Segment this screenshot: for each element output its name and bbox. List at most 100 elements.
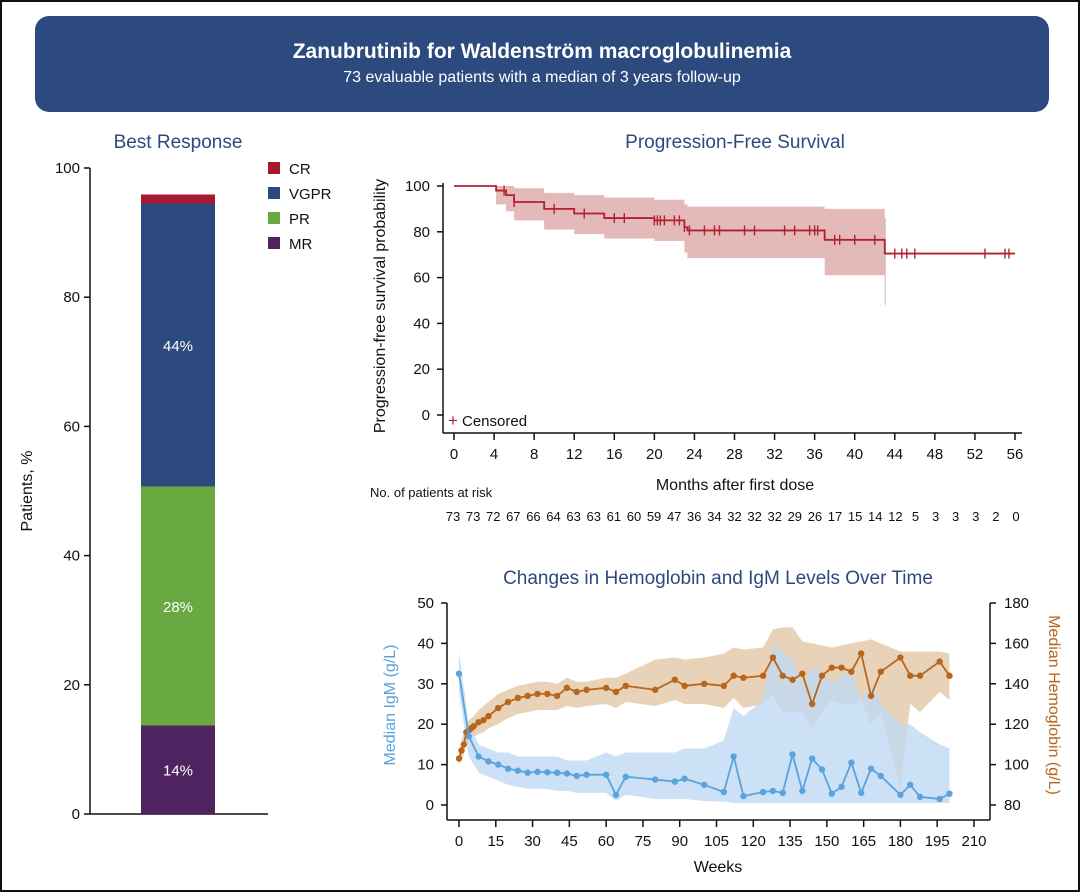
igm-point: [936, 795, 943, 803]
hemoglobin-point: [740, 674, 747, 681]
at-risk-count: 12: [888, 509, 902, 524]
weeks-x-tick-label: 150: [814, 833, 839, 850]
figure-subtitle: 73 evaluable patients with a median of 3…: [343, 69, 741, 86]
hemoglobin-point: [907, 672, 914, 679]
igm-point: [916, 793, 924, 801]
bar-segment-pr: [141, 486, 215, 726]
at-risk-count: 29: [788, 509, 802, 524]
hemoglobin-point: [838, 664, 845, 671]
legend-label-mr: MR: [289, 236, 312, 253]
igm-point: [848, 759, 855, 766]
hemoglobin-point: [877, 668, 885, 675]
at-risk-count: 3: [932, 509, 939, 524]
hemoglobin-point: [470, 723, 477, 730]
hemoglobin-point: [485, 712, 492, 720]
hemoglobin-point: [544, 690, 551, 698]
weeks-x-tick-label: 75: [635, 833, 652, 850]
hemoglobin-point: [779, 672, 786, 679]
bar-segment-vgpr: [141, 203, 215, 487]
igm-y-tick-label: 40: [417, 635, 434, 652]
weeks-x-tick-label: 135: [778, 833, 803, 850]
hgb-y-tick-label: 120: [1004, 716, 1029, 733]
bar-y-axis-label: Patients, %: [19, 451, 36, 532]
legend-label-cr: CR: [289, 161, 311, 178]
hemoglobin-point: [769, 654, 777, 661]
igm-point: [730, 753, 737, 760]
igm-point: [779, 789, 786, 797]
pfs-survival-curve: [454, 185, 1015, 255]
weeks-x-tick-label: 195: [925, 833, 950, 850]
igm-point: [720, 788, 728, 796]
igm-point: [907, 781, 914, 788]
weeks-x-tick-label: 105: [704, 833, 729, 850]
weeks-x-axis-label: Weeks: [694, 859, 743, 876]
hgb-y-tick-label: 100: [1004, 757, 1029, 774]
hemoglobin-point: [671, 676, 679, 683]
pfs-y-tick-label: 80: [413, 224, 430, 241]
igm-point: [622, 773, 629, 780]
at-risk-count: 72: [486, 509, 500, 524]
hgb-y-axis-label: Median Hemoglobin (g/L): [1045, 615, 1062, 795]
at-risk-count: 73: [466, 509, 480, 524]
hemoglobin-point: [495, 704, 502, 712]
bar-y-tick-label: 80: [63, 289, 80, 306]
igm-point: [485, 758, 492, 765]
hemoglobin-point: [455, 755, 463, 762]
at-risk-count: 73: [446, 509, 460, 524]
igm-point: [573, 772, 580, 780]
igm-point: [808, 755, 816, 762]
at-risk-count: 61: [607, 509, 621, 524]
igm-point: [524, 769, 531, 776]
hemoglobin-point: [475, 718, 482, 726]
hemoglobin-point: [681, 682, 688, 690]
pfs-x-axis-label: Months after first dose: [656, 477, 814, 494]
bar-segment-label-pr: 28%: [163, 599, 193, 616]
legend-label-pr: PR: [289, 211, 310, 228]
legend-swatch-pr: [268, 212, 280, 224]
hemoglobin-point: [573, 688, 580, 696]
legend-label-vgpr: VGPR: [289, 186, 332, 203]
at-risk-count: 66: [526, 509, 540, 524]
igm-point: [534, 768, 541, 776]
censored-legend-label: Censored: [462, 413, 527, 430]
hemoglobin-point: [480, 716, 487, 724]
hemoglobin-point: [563, 684, 571, 692]
weeks-x-tick-label: 90: [671, 833, 688, 850]
hemoglobin-point: [458, 747, 465, 754]
hemoglobin-point: [916, 672, 924, 679]
at-risk-count: 0: [1012, 509, 1019, 524]
hemoglobin-point: [730, 672, 737, 679]
at-risk-count: 3: [952, 509, 959, 524]
at-risk-count: 67: [506, 509, 520, 524]
pfs-y-axis-label: Progression-free survival probability: [372, 179, 389, 433]
igm-point: [465, 733, 473, 740]
igm-point: [769, 787, 777, 795]
hgb-y-tick-label: 80: [1004, 797, 1021, 814]
legend-swatch-mr: [268, 237, 280, 249]
igm-y-tick-label: 30: [417, 676, 434, 693]
hemoglobin-point: [936, 658, 943, 665]
pfs-x-tick-label: 20: [646, 446, 663, 463]
at-risk-count: 63: [566, 509, 580, 524]
at-risk-count: 32: [767, 509, 781, 524]
pfs-y-tick-label: 0: [422, 407, 430, 424]
igm-point: [563, 770, 571, 777]
pfs-confidence-band: [454, 186, 886, 306]
pfs-x-tick-label: 12: [566, 446, 583, 463]
pfs-y-tick-label: 60: [413, 270, 430, 287]
pfs-x-tick-label: 24: [686, 446, 703, 463]
igm-y-tick-label: 10: [417, 757, 434, 774]
hemoglobin-band: [459, 627, 950, 789]
hemoglobin-point: [867, 692, 875, 700]
bar-y-tick-label: 40: [63, 548, 80, 565]
hemoglobin-point: [622, 682, 629, 690]
hemoglobin-point: [828, 664, 835, 671]
hgb-y-tick-label: 160: [1004, 635, 1029, 652]
pfs-x-tick-label: 0: [450, 446, 458, 463]
hemoglobin-point: [759, 672, 767, 679]
igm-point: [877, 772, 885, 780]
bar-segment-label-mr: 14%: [163, 763, 193, 780]
pfs-x-tick-label: 28: [726, 446, 743, 463]
igm-point: [553, 769, 561, 776]
hemoglobin-point: [583, 686, 590, 694]
